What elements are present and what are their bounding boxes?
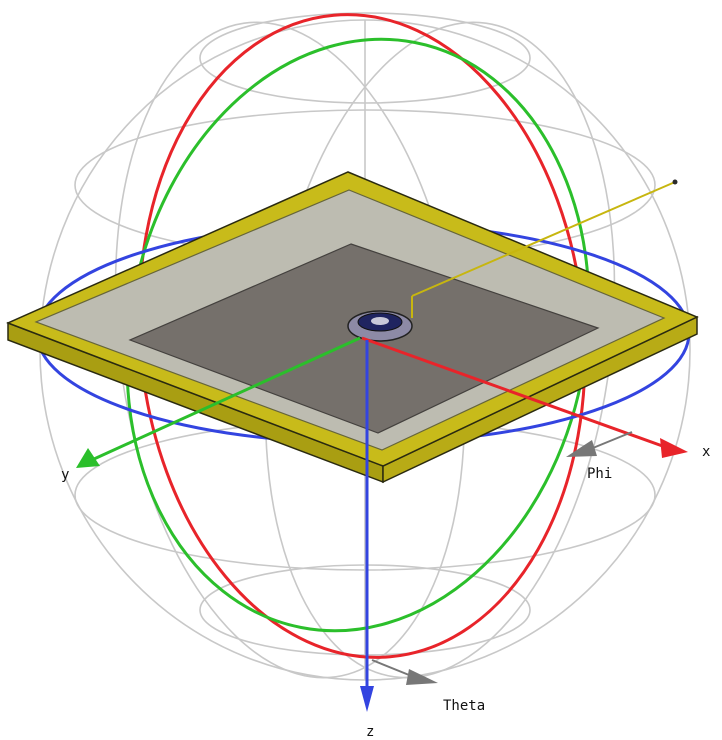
x-axis-label: x: [702, 444, 710, 460]
coax-connector-center: [371, 317, 389, 325]
coordinate-axes: x y z Phi Theta: [61, 336, 710, 740]
theta-arrow-head: [406, 669, 438, 685]
antenna-board: [6, 171, 699, 484]
feed-line: [411, 181, 676, 297]
z-axis-arrow: [360, 686, 374, 712]
x-axis: [361, 336, 669, 450]
phi-arrow-line: [587, 431, 633, 451]
y-axis: [93, 336, 361, 461]
theta-arrow-line: [371, 659, 415, 678]
theta-label: Theta: [443, 698, 485, 714]
feed-line-end: [672, 179, 678, 185]
phi-arrow-head: [566, 440, 597, 457]
y-axis-label: y: [61, 467, 69, 483]
phi-label: Phi: [587, 466, 612, 482]
y-axis-arrow: [76, 448, 100, 468]
x-axis-arrow: [660, 438, 688, 458]
z-axis-label: z: [366, 724, 374, 740]
